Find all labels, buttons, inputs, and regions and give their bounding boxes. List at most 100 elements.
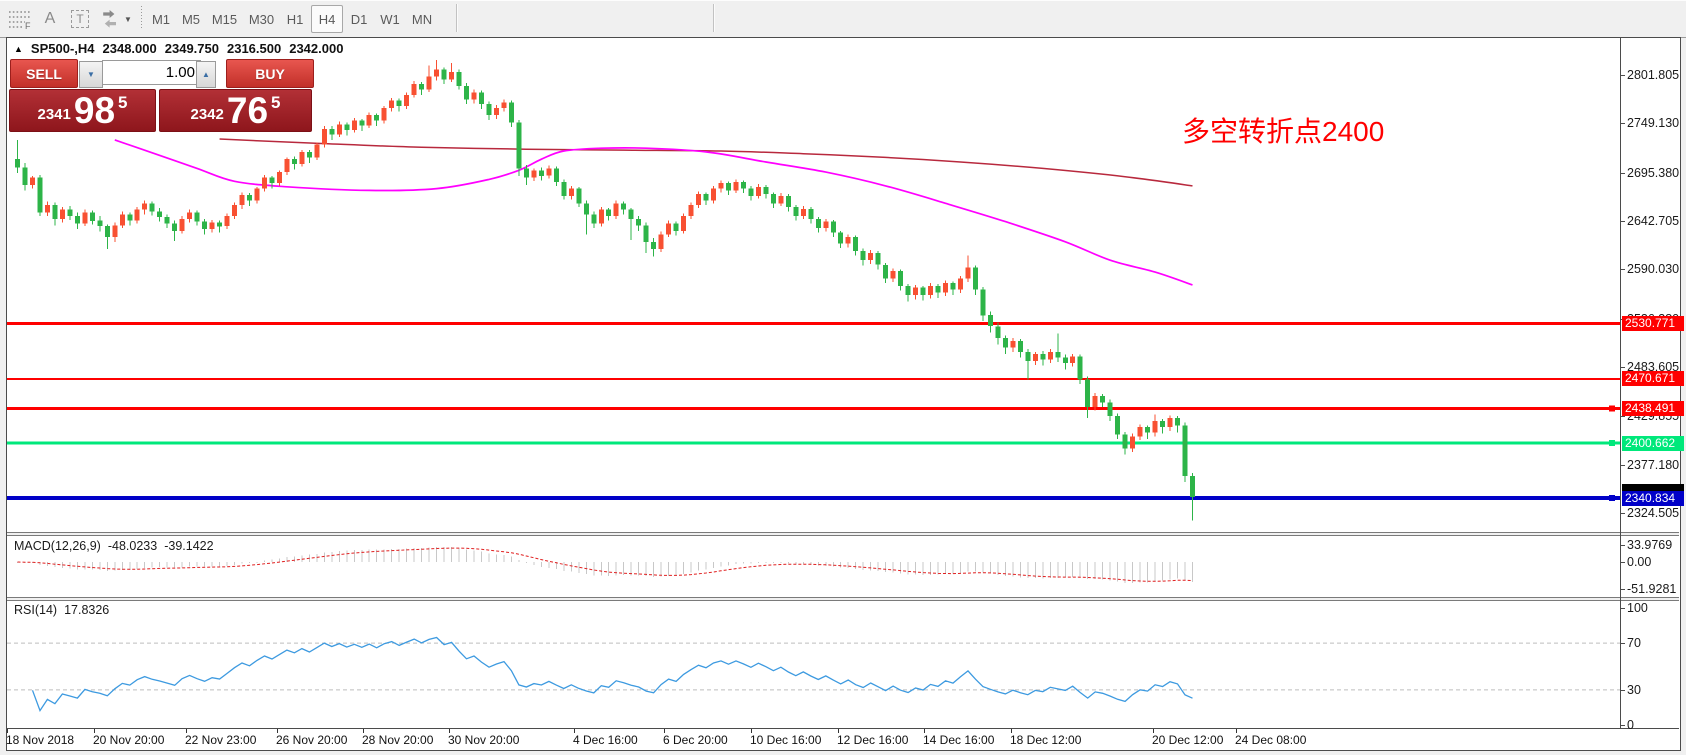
fibonacci-tool-button[interactable]: F bbox=[4, 5, 36, 33]
timeframe-mn[interactable]: MN bbox=[411, 11, 433, 27]
timeframe-m5[interactable]: M5 bbox=[181, 11, 201, 27]
chart-title: ▲ SP500-,H4 2348.000 2349.750 2316.500 2… bbox=[14, 41, 343, 56]
price-tick bbox=[1620, 465, 1625, 466]
price-tick-label: 2695.380 bbox=[1627, 166, 1680, 180]
time-tick bbox=[574, 729, 575, 733]
time-label: 18 Dec 12:00 bbox=[1010, 733, 1082, 747]
symbol-period-label: SP500-,H4 bbox=[30, 41, 95, 56]
ma_slow-line[interactable] bbox=[219, 138, 1193, 187]
macd-value-main: -48.0233 bbox=[107, 539, 158, 553]
sell-button[interactable]: SELL bbox=[10, 59, 78, 88]
time-label: 20 Nov 20:00 bbox=[93, 733, 165, 747]
macd-tick bbox=[1620, 589, 1625, 590]
level-price-label: 2340.834 bbox=[1622, 491, 1684, 506]
hline-2470.671[interactable] bbox=[7, 377, 1620, 380]
lot-decrease-button[interactable]: ▼ bbox=[79, 61, 103, 88]
ohlc-low: 2316.500 bbox=[226, 41, 282, 56]
rsi-tick-label: 100 bbox=[1627, 601, 1648, 615]
toolbar-separator bbox=[456, 4, 458, 32]
time-tick bbox=[1153, 729, 1154, 733]
price-axis-border bbox=[1620, 38, 1621, 729]
time-label: 10 Dec 16:00 bbox=[750, 733, 822, 747]
price-tick bbox=[1620, 269, 1625, 270]
timeframe-w1[interactable]: W1 bbox=[380, 11, 400, 27]
price-tick-label: 2642.705 bbox=[1627, 214, 1680, 228]
price-tick bbox=[1620, 367, 1625, 368]
ma_fast-line[interactable] bbox=[114, 139, 1193, 286]
text-icon: A bbox=[44, 10, 56, 27]
price-tick-label: 2483.605 bbox=[1627, 360, 1680, 374]
time-label: 12 Dec 16:00 bbox=[837, 733, 909, 747]
chart-annotation-text[interactable]: 多空转折点2400 bbox=[1182, 116, 1385, 147]
ohlc-open: 2348.000 bbox=[102, 41, 157, 56]
time-tick bbox=[1011, 729, 1012, 733]
sell-price-sup: 5 bbox=[118, 93, 128, 112]
ohlc-high: 2349.750 bbox=[164, 41, 219, 56]
sell-button-label: SELL bbox=[26, 65, 62, 82]
timeframe-d1[interactable]: D1 bbox=[350, 11, 368, 27]
macd-tick-label: 0.00 bbox=[1627, 555, 1652, 569]
arrows-icon bbox=[103, 10, 116, 28]
arrows-tool-button[interactable] bbox=[96, 5, 124, 33]
macd-label: MACD(12,26,9) -48.0233 -39.1422 bbox=[14, 539, 214, 553]
toolbar-grip[interactable] bbox=[140, 6, 144, 30]
time-label: 6 Dec 20:00 bbox=[663, 733, 728, 747]
price-tick-label: 2590.030 bbox=[1627, 262, 1680, 276]
sell-price-display[interactable]: 2341 98 5 bbox=[9, 89, 156, 132]
rsi-name: RSI(14) bbox=[14, 603, 58, 617]
arrows-dropdown-caret[interactable]: ▼ bbox=[124, 14, 132, 24]
price-tick bbox=[1620, 416, 1625, 417]
hline-2438.491[interactable] bbox=[7, 406, 1620, 410]
timeframe-m1[interactable]: M1 bbox=[151, 11, 171, 27]
buy-button-label: BUY bbox=[255, 65, 285, 82]
text-label-tool-button[interactable]: T bbox=[64, 5, 96, 33]
hline-2530.771[interactable] bbox=[7, 322, 1620, 326]
rsi-chart-canvas[interactable] bbox=[7, 600, 1620, 728]
macd-tick-label: -51.9281 bbox=[1627, 582, 1677, 596]
timeframe-m30[interactable]: M30 bbox=[248, 11, 275, 27]
price-tick bbox=[1620, 173, 1625, 174]
level-price-label: 2470.671 bbox=[1622, 371, 1684, 386]
price-tick-label: 2801.805 bbox=[1627, 68, 1680, 82]
price-tick-label: 2324.505 bbox=[1627, 506, 1680, 520]
price-tick-label: 2377.180 bbox=[1627, 458, 1680, 472]
ohlc-close: 2342.000 bbox=[289, 41, 344, 56]
level-price-label: 2400.662 bbox=[1622, 436, 1684, 451]
time-label: 26 Nov 20:00 bbox=[276, 733, 348, 747]
timeframe-h4[interactable]: H4 bbox=[311, 5, 343, 33]
lot-size-input[interactable] bbox=[102, 60, 201, 85]
timeframe-h1[interactable]: H1 bbox=[286, 11, 304, 27]
lot-increase-button[interactable]: ▲ bbox=[196, 61, 216, 88]
rsi-tick-label: 0 bbox=[1627, 718, 1634, 732]
buy-button[interactable]: BUY bbox=[226, 59, 314, 88]
level-price-label: 2438.491 bbox=[1622, 401, 1684, 416]
panel-separator-rsi[interactable] bbox=[7, 597, 1679, 601]
svg-text:F: F bbox=[25, 21, 31, 29]
macd-tick-label: 33.9769 bbox=[1627, 538, 1673, 552]
time-label: 30 Nov 20:00 bbox=[448, 733, 520, 747]
time-axis-bar[interactable] bbox=[7, 729, 1679, 748]
macd-name: MACD(12,26,9) bbox=[14, 539, 101, 553]
hline-2340.834[interactable] bbox=[7, 496, 1620, 500]
macd-chart-canvas[interactable] bbox=[7, 535, 1620, 597]
buy-price-display[interactable]: 2342 76 5 bbox=[159, 89, 312, 132]
buy-price-sup: 5 bbox=[271, 93, 281, 112]
price-tick bbox=[1620, 123, 1625, 124]
fibonacci-icon: F bbox=[9, 11, 31, 29]
time-label: 24 Dec 08:00 bbox=[1235, 733, 1307, 747]
timeframe-m15[interactable]: M15 bbox=[211, 11, 238, 27]
time-tick bbox=[449, 729, 450, 733]
level-price-label: 2530.771 bbox=[1622, 316, 1684, 331]
time-label: 14 Dec 16:00 bbox=[923, 733, 995, 747]
text-tool-button[interactable]: A bbox=[36, 5, 64, 33]
macd-tick bbox=[1620, 545, 1625, 546]
price-chart-canvas[interactable] bbox=[7, 38, 1620, 532]
collapse-trade-panel-icon[interactable]: ▲ bbox=[14, 43, 23, 54]
time-tick bbox=[7, 729, 8, 733]
panel-separator-macd[interactable] bbox=[7, 532, 1679, 536]
rsi-tick bbox=[1620, 643, 1625, 644]
price-tick bbox=[1620, 513, 1625, 514]
macd-tick bbox=[1620, 562, 1625, 563]
hline-2400.662[interactable] bbox=[7, 441, 1620, 445]
